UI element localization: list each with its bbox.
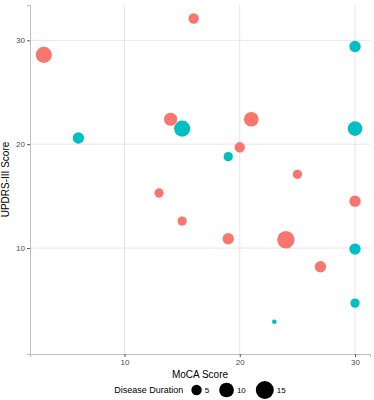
point [164,113,177,126]
point [188,13,198,23]
x-tick-mark [240,354,241,357]
point [349,196,360,207]
y-tick-label: 30 [16,36,25,45]
legend: Disease Duration 5 10 15 [114,381,286,399]
chart: 10 20 30 10 20 30 MoCA Score UPDRS-III Score Dis… [0,0,374,400]
point [154,188,163,197]
legend-label: 5 [205,386,210,395]
y-tick: 20 [16,140,30,149]
legend-label: 10 [237,386,246,395]
legend-title: Disease Duration [114,385,183,395]
point [177,216,186,225]
x-axis-title: MoCA Score [172,369,229,380]
point [244,112,259,127]
x-tick: 20 [236,354,245,367]
x-tick: 10 [121,354,130,367]
y-tick: 10 [16,244,30,253]
x-tick-mark [125,354,126,357]
grid-line [30,144,370,145]
grid [30,5,370,354]
point [36,47,52,63]
legend-key [256,381,274,399]
y-tick-label: 20 [16,140,25,149]
legend-key [219,383,234,398]
legend-key [191,385,201,395]
point [272,319,277,324]
points [36,13,363,324]
grid-line [30,40,370,41]
y-axis: 10 20 30 [16,6,30,355]
point [350,298,359,307]
point [293,170,302,179]
plot: 10 20 30 10 20 30 [16,5,370,367]
y-axis-line [27,6,31,355]
plot-background [30,5,370,354]
x-tick-label: 20 [236,358,245,367]
x-axis: 10 20 30 [31,354,371,367]
grid-line [30,248,370,249]
point [349,41,360,52]
x-axis-line [31,355,371,358]
x-tick: 30 [351,354,360,367]
y-tick-mark [27,248,30,249]
x-tick-label: 10 [121,358,130,367]
point [315,261,326,272]
legend-label: 15 [277,386,286,395]
y-tick-mark [27,144,30,145]
point [224,152,233,161]
point [223,233,234,244]
y-tick-mark [27,40,30,41]
point [348,121,363,136]
grid-line [124,5,125,354]
grid-line [239,5,240,354]
y-axis-title: UPDRS-III Score [0,141,11,217]
point [277,231,294,248]
point [349,243,360,254]
point [73,132,84,143]
point [174,121,190,137]
point [235,142,245,152]
x-tick-label: 30 [351,358,360,367]
x-tick-mark [355,354,356,357]
y-tick: 30 [16,36,30,45]
y-tick-label: 10 [16,244,25,253]
